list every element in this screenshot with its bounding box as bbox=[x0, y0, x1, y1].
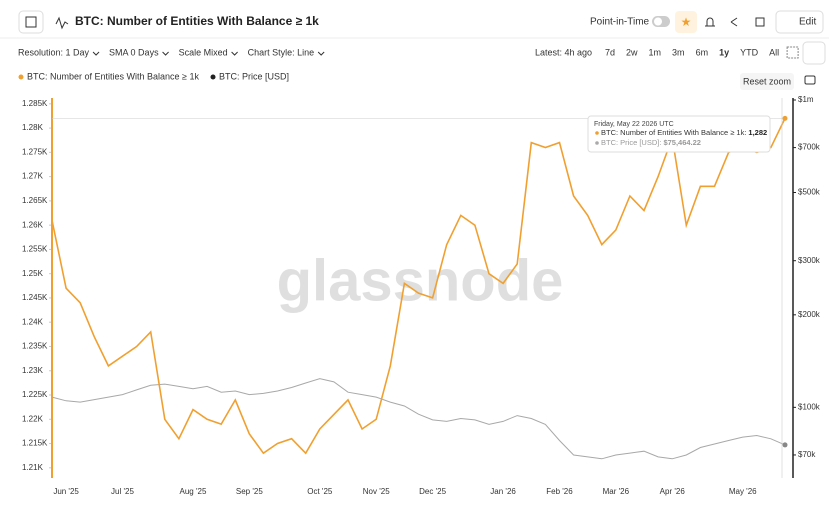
toolbar-item[interactable]: Resolution: 1 Day bbox=[18, 47, 90, 57]
tooltip-name: BTC: Number of Entities With Balance ≥ 1… bbox=[601, 128, 746, 137]
alert-button[interactable] bbox=[705, 17, 715, 27]
metric-icon bbox=[55, 16, 69, 30]
zoom-select[interactable] bbox=[786, 46, 799, 59]
hover-point bbox=[782, 115, 788, 121]
legend-dot bbox=[18, 74, 24, 80]
y2-tick-label: $500k bbox=[798, 188, 821, 197]
edit-label: Edit bbox=[799, 17, 816, 28]
range-button[interactable]: All bbox=[769, 47, 779, 57]
range-button[interactable]: 7d bbox=[605, 47, 615, 57]
sidebar-button[interactable] bbox=[18, 10, 44, 34]
legend-label[interactable]: BTC: Number of Entities With Balance ≥ 1… bbox=[27, 71, 200, 81]
y-tick-label: 1.285K bbox=[22, 99, 48, 108]
toolbar-item[interactable]: SMA 0 Days bbox=[109, 47, 159, 57]
y-tick-label: 1.22K bbox=[22, 414, 44, 423]
range-button[interactable]: 2w bbox=[626, 47, 638, 57]
y-tick-label: 1.215K bbox=[22, 439, 48, 448]
y-tick-label: 1.27K bbox=[22, 172, 44, 181]
range-button[interactable]: 1m bbox=[649, 47, 662, 57]
copy-button[interactable] bbox=[755, 17, 765, 27]
tooltip-date: Friday, May 22 2026 UTC bbox=[594, 121, 674, 128]
y-tick-label: 1.265K bbox=[22, 196, 48, 205]
y-tick-label: 1.21K bbox=[22, 463, 44, 472]
toggle-knob bbox=[654, 17, 662, 26]
tooltip-name: BTC: Price [USD]: bbox=[601, 138, 661, 147]
series-line bbox=[51, 378, 786, 460]
favorite-button[interactable] bbox=[675, 11, 697, 33]
y2-tick-label: $300k bbox=[798, 256, 821, 265]
latest: Latest: 4h ago bbox=[535, 47, 592, 57]
x-tick-label: May '26 bbox=[729, 487, 757, 496]
x-tick-label: Dec '25 bbox=[419, 487, 446, 496]
y2-tick-label: $200k bbox=[798, 310, 821, 319]
watermark: glassnode bbox=[277, 248, 564, 313]
tooltip-dot bbox=[595, 131, 599, 135]
x-tick-label: Jun '25 bbox=[53, 487, 79, 496]
x-tick-label: Mar '26 bbox=[603, 487, 630, 496]
range-button[interactable]: 3m bbox=[672, 47, 685, 57]
y-tick-label: 1.235K bbox=[22, 342, 48, 351]
y-tick-label: 1.255K bbox=[22, 245, 48, 254]
edit-button[interactable] bbox=[775, 10, 824, 34]
y2-tick-label: $70k bbox=[798, 450, 816, 459]
chevron bbox=[162, 51, 169, 56]
range-button[interactable]: 1y bbox=[719, 47, 729, 57]
legend-dot bbox=[210, 74, 216, 80]
toolbar-item[interactable]: Scale Mixed bbox=[179, 47, 228, 57]
y2-tick-label: $100k bbox=[798, 402, 821, 411]
share-button[interactable] bbox=[730, 17, 738, 27]
y2-tick-label: $1m bbox=[798, 95, 814, 104]
reset-zoom-button[interactable] bbox=[740, 73, 794, 90]
star-icon: ★ bbox=[681, 15, 692, 29]
pit-label: Point-in-Time bbox=[590, 17, 650, 28]
sidebar-icon bbox=[25, 16, 37, 28]
x-tick-label: Aug '25 bbox=[180, 487, 207, 496]
chevron bbox=[92, 51, 100, 56]
tooltip-dot bbox=[595, 141, 599, 145]
x-tick-label: Apr '26 bbox=[660, 487, 686, 496]
series-line bbox=[51, 118, 786, 455]
range-button[interactable]: 6m bbox=[696, 47, 709, 57]
y-tick-label: 1.225K bbox=[22, 390, 48, 399]
tooltip-value: 1,282 bbox=[748, 128, 767, 137]
tooltip bbox=[587, 115, 771, 153]
reset-zoom-label: Reset zoom bbox=[743, 76, 791, 86]
x-tick-label: Jul '25 bbox=[111, 487, 134, 496]
camera-icon[interactable] bbox=[804, 75, 816, 85]
x-tick-label: Sep '25 bbox=[236, 487, 263, 496]
x-tick-label: Jan '26 bbox=[490, 487, 516, 496]
range-button[interactable]: YTD bbox=[740, 47, 759, 57]
y2-tick-label: $700k bbox=[798, 143, 821, 152]
y-tick-label: 1.25K bbox=[22, 269, 44, 278]
x-tick-label: Nov '25 bbox=[363, 487, 390, 496]
y-tick-label: 1.275K bbox=[22, 147, 48, 156]
calendar-button[interactable] bbox=[802, 41, 826, 65]
y-tick-label: 1.28K bbox=[22, 123, 44, 132]
x-tick-label: Oct '25 bbox=[307, 487, 333, 496]
y-tick-label: 1.245K bbox=[22, 293, 48, 302]
toolbar-item[interactable]: Chart Style: Line bbox=[248, 47, 315, 57]
tooltip-value: $75,464.22 bbox=[663, 138, 701, 147]
y-tick-label: 1.23K bbox=[22, 366, 44, 375]
chevron bbox=[317, 51, 325, 56]
chevron bbox=[231, 51, 238, 56]
y-tick-label: 1.26K bbox=[22, 220, 44, 229]
hover-point bbox=[782, 442, 788, 448]
x-tick-label: Feb '26 bbox=[546, 487, 573, 496]
legend-label[interactable]: BTC: Price [USD] bbox=[219, 71, 289, 81]
page-title: BTC: Number of Entities With Balance ≥ 1… bbox=[75, 14, 319, 28]
y-tick-label: 1.24K bbox=[22, 317, 44, 326]
